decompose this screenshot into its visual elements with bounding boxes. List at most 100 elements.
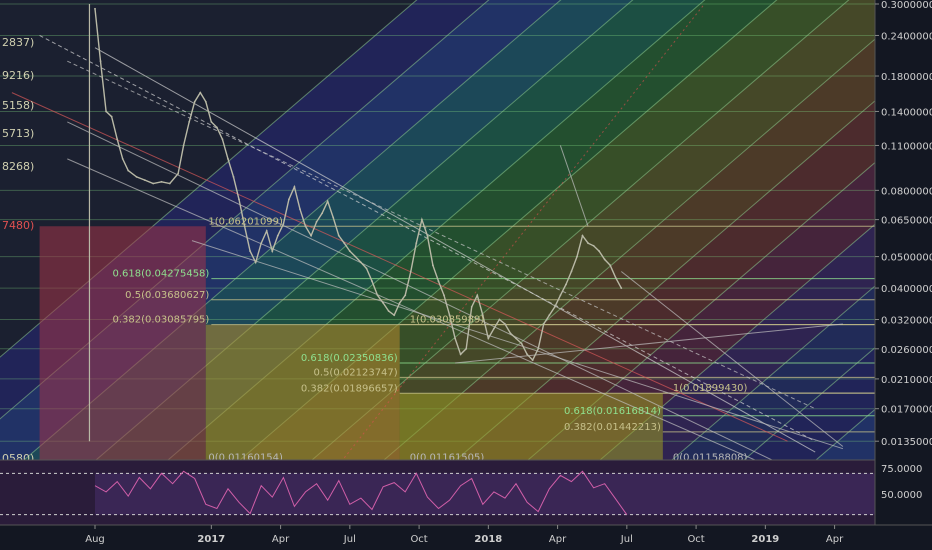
price-point [260,242,263,245]
price-point [443,294,445,297]
price-point [498,318,501,321]
price-point [276,234,279,237]
price-point [321,212,324,215]
time-tick-label: Jul [620,534,633,545]
price-point [143,179,146,182]
fib-level-label: 0.5(0.02123747) [314,367,398,378]
time-tick-label: Aug [85,534,105,545]
trend-line[interactable] [455,323,843,364]
left-partial-label: 2837) [2,36,34,49]
fib-retracement-box[interactable] [205,324,400,463]
price-point [603,258,606,261]
price-axis-bg [875,0,932,550]
fan-band [312,0,875,460]
left-partial-label: 7480) [2,219,34,232]
price-point [271,250,274,252]
price-point [365,267,368,270]
trend-line[interactable] [67,121,815,481]
price-point [299,208,301,211]
time-tick-label: 2018 [474,534,502,545]
time-tick-label: 2017 [197,534,225,545]
price-point [315,220,318,223]
price-point [160,180,163,183]
left-partial-label: 8268) [2,160,34,173]
price-point [559,294,562,297]
price-point [304,225,307,228]
price-tick-label: 0.01350000 [881,437,932,448]
price-point [177,172,180,175]
price-point [476,294,479,297]
price-point [354,255,357,258]
price-point [565,283,567,286]
fib-retracement-box[interactable] [39,226,206,462]
trend-line[interactable] [559,145,589,227]
price-point [188,120,191,123]
price-point [382,302,384,304]
time-axis-bg [0,525,932,550]
price-point [598,250,601,252]
price-point [332,216,335,219]
left-partial-label: 5713) [2,127,34,140]
price-point [293,185,296,188]
price-point [360,261,362,264]
price-point [210,120,213,123]
price-point [515,337,517,340]
price-point [310,234,312,237]
price-point [398,302,401,304]
price-point [432,264,434,267]
price-point [265,230,268,232]
price-point [487,337,490,340]
fan-line [743,347,875,460]
price-point [376,294,379,297]
price-point [337,234,340,237]
trend-line[interactable] [191,240,844,450]
trend-line[interactable] [620,271,844,447]
trend-line[interactable] [94,47,816,453]
price-point [542,323,545,325]
fib-level-label: 0(0.01158808) [673,453,748,464]
price-point [127,169,130,172]
trend-line[interactable] [67,60,816,410]
price-point [470,305,473,308]
price-point [199,91,202,94]
price-point [537,347,540,350]
fib-level-label: 0.618(0.01616814) [564,406,661,417]
time-tick-label: Oct [410,534,427,545]
fan-line [0,0,418,358]
diagonal-trend-line[interactable] [343,3,705,459]
price-point [116,138,119,141]
fib-retracement-box[interactable] [399,393,663,463]
time-tick-label: Apr [549,534,567,545]
price-point [135,176,138,178]
trend-line[interactable] [11,92,788,442]
price-point [609,264,612,267]
price-point [94,7,96,10]
trend-line[interactable] [67,158,815,486]
fan-line [383,38,875,460]
time-tick-label: Jul [343,534,356,545]
fan-line [671,285,875,460]
price-point [581,234,584,237]
rsi-line[interactable] [94,470,628,515]
price-point [182,144,185,147]
price-point [454,337,456,340]
fib-level-label: 0.382(0.01896657) [301,383,398,394]
price-point [548,314,551,317]
price-point [520,342,523,345]
price-point [343,242,346,245]
left-partial-label: 5158) [2,99,34,112]
price-point [238,198,240,201]
price-point [614,276,617,279]
